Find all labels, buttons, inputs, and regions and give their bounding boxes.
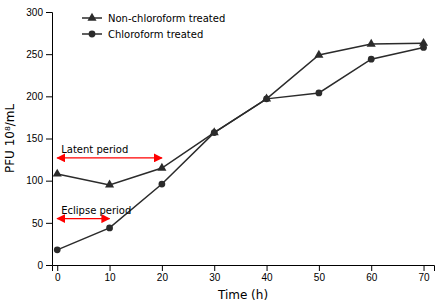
tick-mark (424, 265, 425, 271)
marker (106, 225, 113, 232)
marker (105, 180, 114, 188)
tick-label: 40 (261, 272, 273, 283)
y-axis: 0 50 100 150 200 250 300 (26, 7, 52, 271)
marker (315, 90, 322, 97)
tick-mark (57, 265, 58, 271)
tick-mark (46, 181, 52, 182)
marker (367, 39, 376, 47)
tick-label: 60 (366, 272, 378, 283)
tick: 150 (26, 133, 52, 144)
tick-label: 300 (26, 7, 43, 18)
tick: 200 (26, 91, 52, 102)
tick: 250 (26, 49, 52, 60)
line (57, 43, 423, 185)
tick-label: 50 (314, 272, 326, 283)
axis-line (46, 13, 53, 266)
tick: 100 (26, 175, 52, 186)
tick-mark (46, 12, 52, 13)
tick: 30 (209, 265, 221, 283)
marker (368, 56, 375, 63)
tick: 70 (418, 265, 430, 283)
axis-line (53, 266, 435, 272)
tick-mark (214, 265, 215, 271)
tick-mark (46, 139, 52, 140)
tick: 300 (26, 7, 52, 18)
y-axis-title: PFU 10⁸/mL (3, 104, 17, 174)
tick-label: 100 (26, 175, 43, 186)
tick: 50 (314, 265, 326, 283)
tick: 40 (261, 265, 273, 283)
tick: 0 (37, 260, 52, 271)
tick: 50 (32, 218, 52, 229)
tick: 0 (55, 265, 61, 283)
chart: 0 10 20 30 40 50 60 70 0 50 100 150 200 250 300 Latent … (0, 0, 448, 305)
annotation-text: Latent period (61, 144, 128, 155)
tick-mark (371, 265, 372, 271)
tick-mark (110, 265, 111, 271)
x-axis-title: Time (h) (217, 288, 268, 302)
marker (420, 44, 427, 51)
tick-label: 70 (418, 272, 430, 283)
tick: 10 (104, 265, 116, 283)
legend-label: Non-chloroform treated (108, 13, 225, 24)
marker (54, 246, 61, 253)
tick-mark (319, 265, 320, 271)
tick-mark (46, 223, 52, 224)
marker (211, 129, 218, 136)
tick-mark (46, 96, 52, 97)
annotations: Latent period Eclipse period (57, 144, 162, 219)
marker (263, 95, 270, 102)
tick: 60 (366, 265, 378, 283)
annotation-arrow (57, 157, 162, 158)
legend-label: Chloroform treated (108, 29, 203, 40)
plot: 0 10 20 30 40 50 60 70 0 50 100 150 200 250 300 Latent … (26, 7, 434, 283)
tick-mark (267, 265, 268, 271)
line (57, 47, 423, 249)
tick: 20 (157, 265, 169, 283)
tick-mark (46, 265, 52, 266)
tick-mark (46, 54, 52, 55)
tick-label: 20 (157, 272, 169, 283)
legend-marker (89, 31, 96, 38)
tick-label: 0 (55, 272, 61, 283)
legend-item: Non-chloroform treated (82, 13, 225, 24)
tick-label: 200 (26, 91, 43, 102)
annotation-text: Eclipse period (61, 205, 131, 216)
marker (157, 163, 166, 171)
tick-label: 250 (26, 49, 43, 60)
marker (159, 181, 166, 188)
marker (53, 169, 62, 177)
tick-label: 150 (26, 133, 43, 144)
marker (314, 50, 323, 58)
legend-marker (87, 13, 96, 21)
tick-mark (162, 265, 163, 271)
data-area (53, 38, 428, 253)
tick-label: 30 (209, 272, 221, 283)
legend: Non-chloroform treated Chloroform treated (82, 13, 225, 40)
tick-label: 0 (37, 260, 43, 271)
x-axis: 0 10 20 30 40 50 60 70 (53, 265, 435, 283)
tick-label: 10 (104, 272, 116, 283)
tick-label: 50 (32, 218, 44, 229)
legend-item: Chloroform treated (82, 29, 203, 40)
annotation-arrow (57, 218, 109, 219)
